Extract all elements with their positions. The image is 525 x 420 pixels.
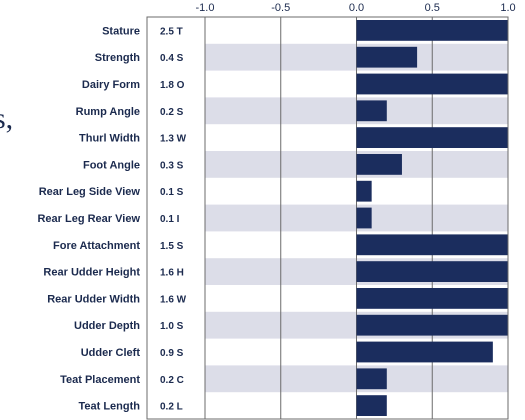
trait-label: Thurl Width: [79, 133, 140, 145]
bar: [356, 73, 508, 95]
value-label: 0.9 S: [160, 348, 184, 359]
value-label: 1.3 W: [160, 134, 187, 145]
value-label: 0.2 S: [160, 107, 184, 118]
bar: [356, 100, 387, 122]
x-tick-label: -0.5: [271, 2, 290, 14]
value-label: 2.5 T: [160, 26, 183, 37]
bar: [356, 234, 508, 256]
trait-labels: Stature Strength Dairy Form Rump Angle Thurl…: [37, 25, 140, 412]
value-label: 1.6 W: [160, 294, 187, 305]
trait-label: Foot Angle: [83, 159, 140, 171]
bar: [356, 395, 387, 416]
bar: [356, 154, 402, 175]
value-label: 0.2 C: [160, 375, 184, 386]
bar: [356, 180, 372, 202]
x-tick-label: 0.5: [425, 2, 440, 14]
trait-label: Fore Attachment: [53, 240, 140, 252]
bar: [356, 46, 418, 68]
bar: [356, 20, 508, 41]
bar: [356, 207, 372, 229]
trait-label: Stature: [102, 25, 140, 37]
x-tick-label: -1.0: [196, 2, 215, 14]
value-label: 0.4 S: [160, 53, 184, 64]
cropped-text-fragment: s,: [0, 102, 13, 135]
value-label: 0.2 L: [160, 402, 183, 413]
frame-border: [146, 16, 509, 420]
value-label: 1.5 S: [160, 241, 184, 252]
value-label: 0.1 S: [160, 187, 184, 198]
x-tick-labels: -1.0 -0.5 0.0 0.5 1.0: [196, 2, 516, 14]
trait-label: Dairy Form: [82, 79, 140, 91]
x-tick-label: 0.0: [349, 2, 364, 14]
value-label: 1.6 H: [160, 268, 184, 279]
trait-label: Rump Angle: [76, 106, 140, 118]
trait-label: Rear Leg Rear View: [37, 213, 140, 225]
bar: [356, 288, 508, 309]
trait-label: Rear Leg Side View: [39, 186, 141, 198]
trait-label: Strength: [95, 52, 141, 64]
value-label: 0.1 I: [160, 214, 180, 225]
value-label: 1.8 O: [160, 80, 185, 91]
trait-label: Udder Cleft: [81, 347, 141, 359]
bars: [356, 20, 508, 416]
trait-label: Teat Length: [78, 401, 140, 413]
trait-label: Rear Udder Width: [47, 293, 140, 305]
trait-label: Teat Placement: [60, 374, 140, 386]
chart-frame: [146, 16, 509, 420]
bar: [356, 368, 387, 390]
value-labels: 2.5 T 0.4 S 1.8 O 0.2 S 1.3 W 0.3 S 0.1 S 0.1 I…: [160, 26, 187, 412]
bar: [356, 127, 508, 148]
bar: [356, 341, 493, 363]
trait-label: Udder Depth: [74, 320, 140, 332]
bar: [356, 314, 508, 336]
value-label: 1.0 S: [160, 321, 184, 332]
trait-label: Rear Udder Height: [43, 267, 140, 279]
value-label: 0.3 S: [160, 160, 184, 171]
x-tick-label: 1.0: [500, 2, 515, 14]
bar: [356, 261, 508, 282]
